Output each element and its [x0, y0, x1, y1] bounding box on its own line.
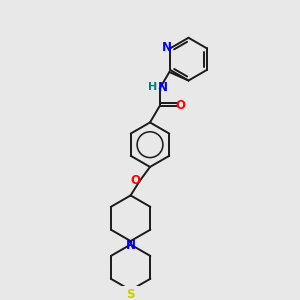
Text: N: N: [158, 81, 167, 94]
Text: H: H: [148, 82, 157, 92]
Text: N: N: [162, 40, 172, 53]
Text: N: N: [126, 239, 136, 252]
Text: S: S: [126, 288, 135, 300]
Text: O: O: [130, 174, 141, 188]
Text: O: O: [176, 100, 186, 112]
